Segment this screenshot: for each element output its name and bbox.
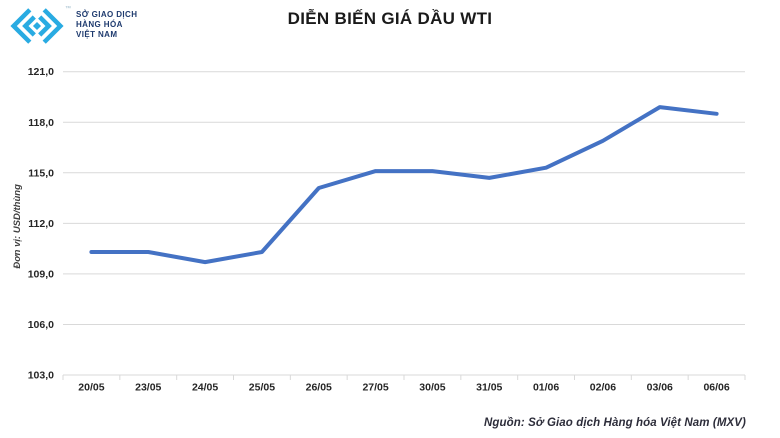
y-tick-label: 121,0 bbox=[28, 66, 54, 78]
x-tick-label: 06/06 bbox=[703, 382, 729, 394]
y-tick-label: 118,0 bbox=[28, 117, 54, 129]
y-tick-label: 106,0 bbox=[28, 319, 54, 331]
x-tick-label: 23/05 bbox=[135, 382, 161, 394]
x-tick-label: 01/06 bbox=[533, 382, 559, 394]
mxv-logo: ™ SỞ GIAO DỊCH HÀNG HÓA VIỆT NAM bbox=[10, 4, 137, 48]
price-line-series bbox=[89, 105, 719, 265]
logo-line-3: VIỆT NAM bbox=[76, 30, 118, 39]
x-tick-label: 25/05 bbox=[249, 382, 275, 394]
y-axis-title: Đơn vị: USD/thùng bbox=[12, 184, 23, 269]
y-tick-label: 103,0 bbox=[28, 370, 54, 382]
mxv-diamond-chevrons-icon bbox=[10, 8, 64, 44]
x-tick-label: 03/06 bbox=[647, 382, 673, 394]
trademark-symbol: ™ bbox=[65, 6, 71, 12]
y-tick-label: 115,0 bbox=[28, 167, 54, 179]
x-tick-label: 24/05 bbox=[192, 382, 218, 394]
x-tick-label: 20/05 bbox=[78, 382, 104, 394]
y-tick-label: 109,0 bbox=[28, 268, 54, 280]
x-tick-label: 26/05 bbox=[306, 382, 332, 394]
x-tick-label: 02/06 bbox=[590, 382, 616, 394]
logo-line-2: HÀNG HÓA bbox=[76, 20, 123, 29]
logo-line-1: SỞ GIAO DỊCH bbox=[76, 10, 138, 19]
x-tick-label: 27/05 bbox=[362, 382, 388, 394]
chart-title: DIỄN BIẾN GIÁ DẦU WTI bbox=[287, 9, 493, 28]
y-tick-label: 112,0 bbox=[28, 218, 54, 230]
x-tick-label: 31/05 bbox=[476, 382, 502, 394]
x-tick-label: 30/05 bbox=[419, 382, 445, 394]
source-note: Nguồn: Sở Giao dịch Hàng hóa Việt Nam (M… bbox=[483, 417, 746, 429]
mxv-logo-wordmark: SỞ GIAO DỊCH HÀNG HÓA VIỆT NAM bbox=[76, 10, 137, 40]
